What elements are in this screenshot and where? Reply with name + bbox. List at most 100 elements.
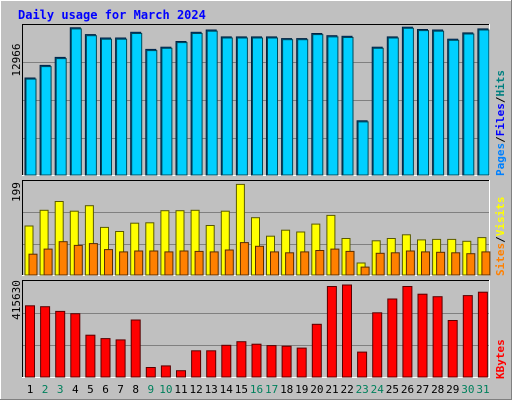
bar-hits-day-5 (85, 35, 97, 176)
bar-sites-day-27 (421, 251, 430, 276)
bar-kbytes-day-21 (326, 286, 337, 378)
bar-kbytes-day-11 (176, 370, 186, 378)
bar-kbytes-day-9 (145, 367, 156, 378)
bar-kbytes-day-17 (266, 345, 277, 378)
bar-kbytes-day-10 (160, 365, 171, 378)
bar-sites-day-18 (285, 252, 295, 276)
day-label-28: 28 (431, 383, 444, 396)
day-label-20: 20 (310, 383, 323, 396)
day-label-26: 26 (401, 383, 414, 396)
visits-panel-bars (24, 183, 491, 276)
bar-hits-day-19 (297, 39, 309, 176)
bar-sites-day-6 (104, 249, 113, 276)
bar-kbytes-day-23 (357, 351, 368, 378)
bar-hits-day-29 (448, 39, 460, 176)
bar-hits-day-11 (176, 42, 188, 176)
bar-kbytes-day-2 (40, 306, 51, 378)
bar-kbytes-day-28 (432, 296, 443, 378)
bar-sites-day-26 (405, 250, 415, 276)
bar-sites-day-31 (481, 251, 491, 276)
day-label-5: 5 (87, 383, 94, 396)
bar-sites-day-1 (28, 253, 38, 276)
bar-sites-day-19 (300, 251, 310, 276)
bar-kbytes-day-7 (115, 339, 126, 378)
bar-kbytes-day-5 (85, 334, 96, 378)
bar-kbytes-day-24 (372, 312, 383, 378)
bar-kbytes-day-6 (100, 338, 111, 378)
bar-sites-day-8 (134, 250, 144, 276)
bar-kbytes-day-15 (236, 341, 247, 378)
bar-sites-day-11 (179, 250, 189, 276)
bar-kbytes-day-22 (342, 284, 352, 378)
day-label-2: 2 (42, 383, 49, 396)
day-label-11: 11 (174, 383, 187, 396)
bar-hits-day-28 (433, 30, 445, 176)
bar-hits-day-13 (206, 30, 218, 176)
bar-kbytes-day-16 (251, 343, 262, 378)
day-label-4: 4 (72, 383, 79, 396)
chart-title: Daily usage for March 2024 (18, 8, 206, 22)
bar-hits-day-25 (387, 37, 399, 176)
legend-sep-1: / (494, 136, 507, 143)
bar-kbytes-day-12 (191, 350, 202, 378)
day-label-1: 1 (27, 383, 34, 396)
day-label-9: 9 (147, 383, 154, 396)
bar-sites-day-20 (315, 250, 325, 276)
day-label-25: 25 (386, 383, 399, 396)
day-label-10: 10 (159, 383, 172, 396)
bar-sites-day-14 (224, 249, 234, 276)
bar-kbytes-day-1 (25, 305, 35, 378)
legend-sep-2: / (494, 96, 507, 103)
bar-sites-day-13 (209, 251, 219, 276)
bar-hits-day-1 (25, 78, 37, 176)
legend-kbytes: KBytes (494, 339, 507, 379)
bar-hits-day-31 (478, 29, 490, 176)
bar-hits-day-15 (236, 37, 248, 176)
bar-hits-day-4 (70, 28, 82, 176)
legend-sites: Sites (494, 243, 507, 276)
kbytes-ymax-label: 415630 (10, 280, 23, 320)
bar-kbytes-day-14 (221, 344, 232, 378)
legend-files: Files (494, 103, 507, 136)
hits-legend: Pages/Files/Hits (494, 70, 507, 176)
bar-kbytes-day-18 (281, 345, 292, 378)
bar-hits-day-20 (312, 34, 324, 176)
bar-kbytes-day-25 (387, 298, 398, 378)
bar-hits-day-22 (342, 37, 354, 176)
visits-ymax-label: 199 (10, 182, 23, 202)
bar-hits-day-26 (402, 27, 414, 176)
legend-visits: Visits (494, 197, 507, 237)
bar-sites-day-30 (466, 253, 476, 276)
day-label-23: 23 (356, 383, 369, 396)
bar-hits-day-8 (131, 33, 143, 176)
bar-sites-day-25 (390, 252, 400, 276)
bar-kbytes-day-3 (55, 310, 66, 378)
bar-hits-day-9 (146, 50, 158, 176)
hits-ymax-label: 12966 (10, 43, 23, 76)
day-label-6: 6 (102, 383, 109, 396)
legend-sep-3: / (494, 236, 507, 243)
bar-hits-day-23 (357, 121, 369, 176)
bar-hits-day-27 (418, 30, 429, 176)
bar-hits-day-16 (252, 37, 263, 176)
bar-kbytes-day-30 (462, 295, 473, 378)
bar-sites-day-4 (73, 244, 83, 276)
day-label-31: 31 (476, 383, 489, 396)
bar-sites-day-22 (345, 250, 355, 276)
legend-hits: Hits (494, 70, 507, 97)
hits-panel-bars (24, 26, 490, 176)
day-label-27: 27 (416, 383, 429, 396)
bar-kbytes-day-29 (447, 320, 458, 378)
bar-hits-day-6 (101, 38, 112, 176)
bar-kbytes-day-8 (130, 319, 141, 378)
bar-hits-day-2 (40, 66, 52, 176)
bar-hits-day-21 (327, 36, 339, 176)
bar-hits-day-14 (221, 37, 233, 176)
day-label-8: 8 (132, 383, 139, 396)
bar-hits-day-7 (116, 38, 128, 176)
day-label-18: 18 (280, 383, 293, 396)
bar-sites-day-7 (119, 251, 129, 276)
bar-hits-day-18 (282, 39, 294, 176)
kbytes-legend: KBytes (494, 339, 507, 379)
